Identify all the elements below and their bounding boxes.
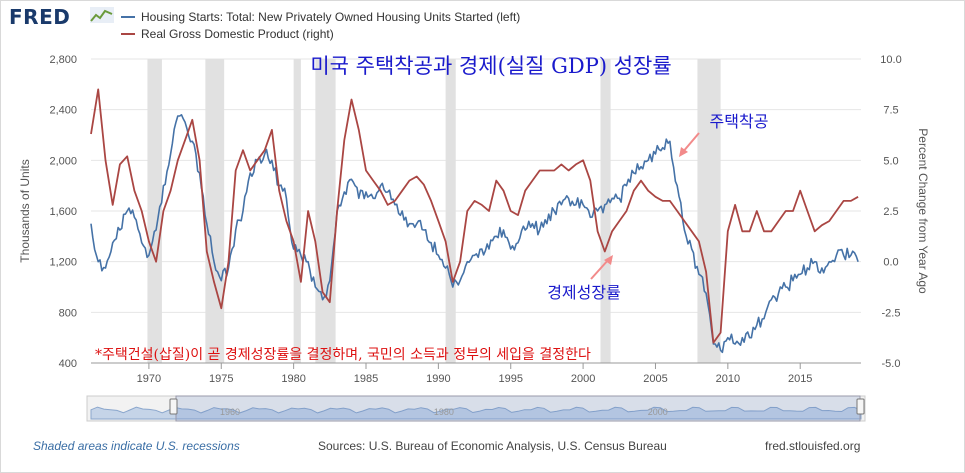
fred-logo[interactable]: FRED [9, 5, 71, 29]
navigator-label: 2000 [648, 407, 668, 417]
recession-band [600, 59, 611, 363]
navigator-label: 1980 [434, 407, 454, 417]
legend-item-housing[interactable]: Housing Starts: Total: New Privately Own… [121, 10, 520, 24]
navigator-handle-right[interactable] [856, 398, 865, 415]
x-tick-label: 1980 [281, 373, 305, 385]
navigator-area [90, 406, 862, 420]
y-axis-title-right: Percent Change from Year Ago [916, 128, 930, 294]
y-tick-right: 5.0 [883, 155, 898, 167]
y-axis-title-left: Thousands of Units [18, 159, 32, 262]
navigator: 1960 1980 2000 [86, 395, 866, 422]
y-tick-right: 2.5 [883, 206, 898, 218]
footnote-annotation: *주택건설(삽질)이 곧 경제성장률을 결정하며, 국민의 소득과 정부의 세입… [95, 347, 591, 363]
recession-band [293, 59, 301, 363]
y-tick-left: 800 [59, 307, 77, 319]
recession-band [445, 59, 456, 363]
x-tick-label: 2015 [788, 373, 812, 385]
housing-annotation-label: 주택착공 [710, 112, 769, 131]
x-tick-label: 1990 [426, 373, 450, 385]
legend-swatch-gdp [121, 33, 135, 35]
navigator-handle-left[interactable] [169, 398, 178, 415]
y-tick-left: 2,400 [49, 105, 77, 117]
y-tick-right: 7.5 [883, 105, 898, 117]
gdp-annotation-label: 경제성장률 [547, 283, 621, 302]
recession-note: Shaded areas indicate U.S. recessions [33, 439, 240, 453]
x-tick-label: 1985 [354, 373, 378, 385]
legend-label-housing: Housing Starts: Total: New Privately Own… [141, 10, 521, 24]
recession-band [697, 59, 721, 363]
series-layer [90, 88, 859, 354]
axis-layer: 2,800 2,400 2,000 1,600 1,200 800 400 10.0 7.5 5.… [18, 54, 930, 385]
fred-url-link[interactable]: fred.stlouisfed.org [765, 439, 861, 453]
y-tick-left: 400 [59, 358, 77, 370]
y-tick-left: 1,600 [49, 206, 77, 218]
navigator-label: 1960 [220, 407, 240, 417]
series-line-housing [90, 114, 859, 354]
legend-label-gdp: Real Gross Domestic Product (right) [141, 27, 334, 41]
recession-band [205, 59, 225, 363]
recession-band [315, 59, 336, 363]
recession-band [147, 59, 162, 363]
navigator-window [175, 395, 861, 422]
housing-annotation-arrow [679, 132, 700, 157]
y-tick-right: -2.5 [882, 307, 901, 319]
y-tick-left: 2,800 [49, 54, 77, 66]
x-tick-label: 2005 [643, 373, 667, 385]
y-tick-left: 2,000 [49, 155, 77, 167]
x-tick-label: 2000 [571, 373, 595, 385]
legend-swatch-housing [121, 16, 135, 18]
x-tick-label: 1970 [137, 373, 161, 385]
y-tick-right: 0.0 [883, 257, 898, 269]
sources-text: Sources: U.S. Bureau of Economic Analysi… [318, 439, 667, 453]
y-tick-right: 10.0 [880, 54, 901, 66]
y-tick-right: -5.0 [882, 358, 901, 370]
legend-item-gdp[interactable]: Real Gross Domestic Product (right) [121, 27, 334, 41]
chart-title-annotation: 미국 주택착공과 경제(실질 GDP) 성장률 [310, 54, 671, 78]
gdp-annotation-arrow [590, 255, 613, 280]
series-line-gdp [90, 88, 859, 344]
x-tick-label: 1975 [209, 373, 233, 385]
y-tick-left: 1,200 [49, 257, 77, 269]
x-tick-label: 2010 [716, 373, 740, 385]
graph-icon [90, 7, 114, 23]
x-tick-label: 1995 [498, 373, 522, 385]
